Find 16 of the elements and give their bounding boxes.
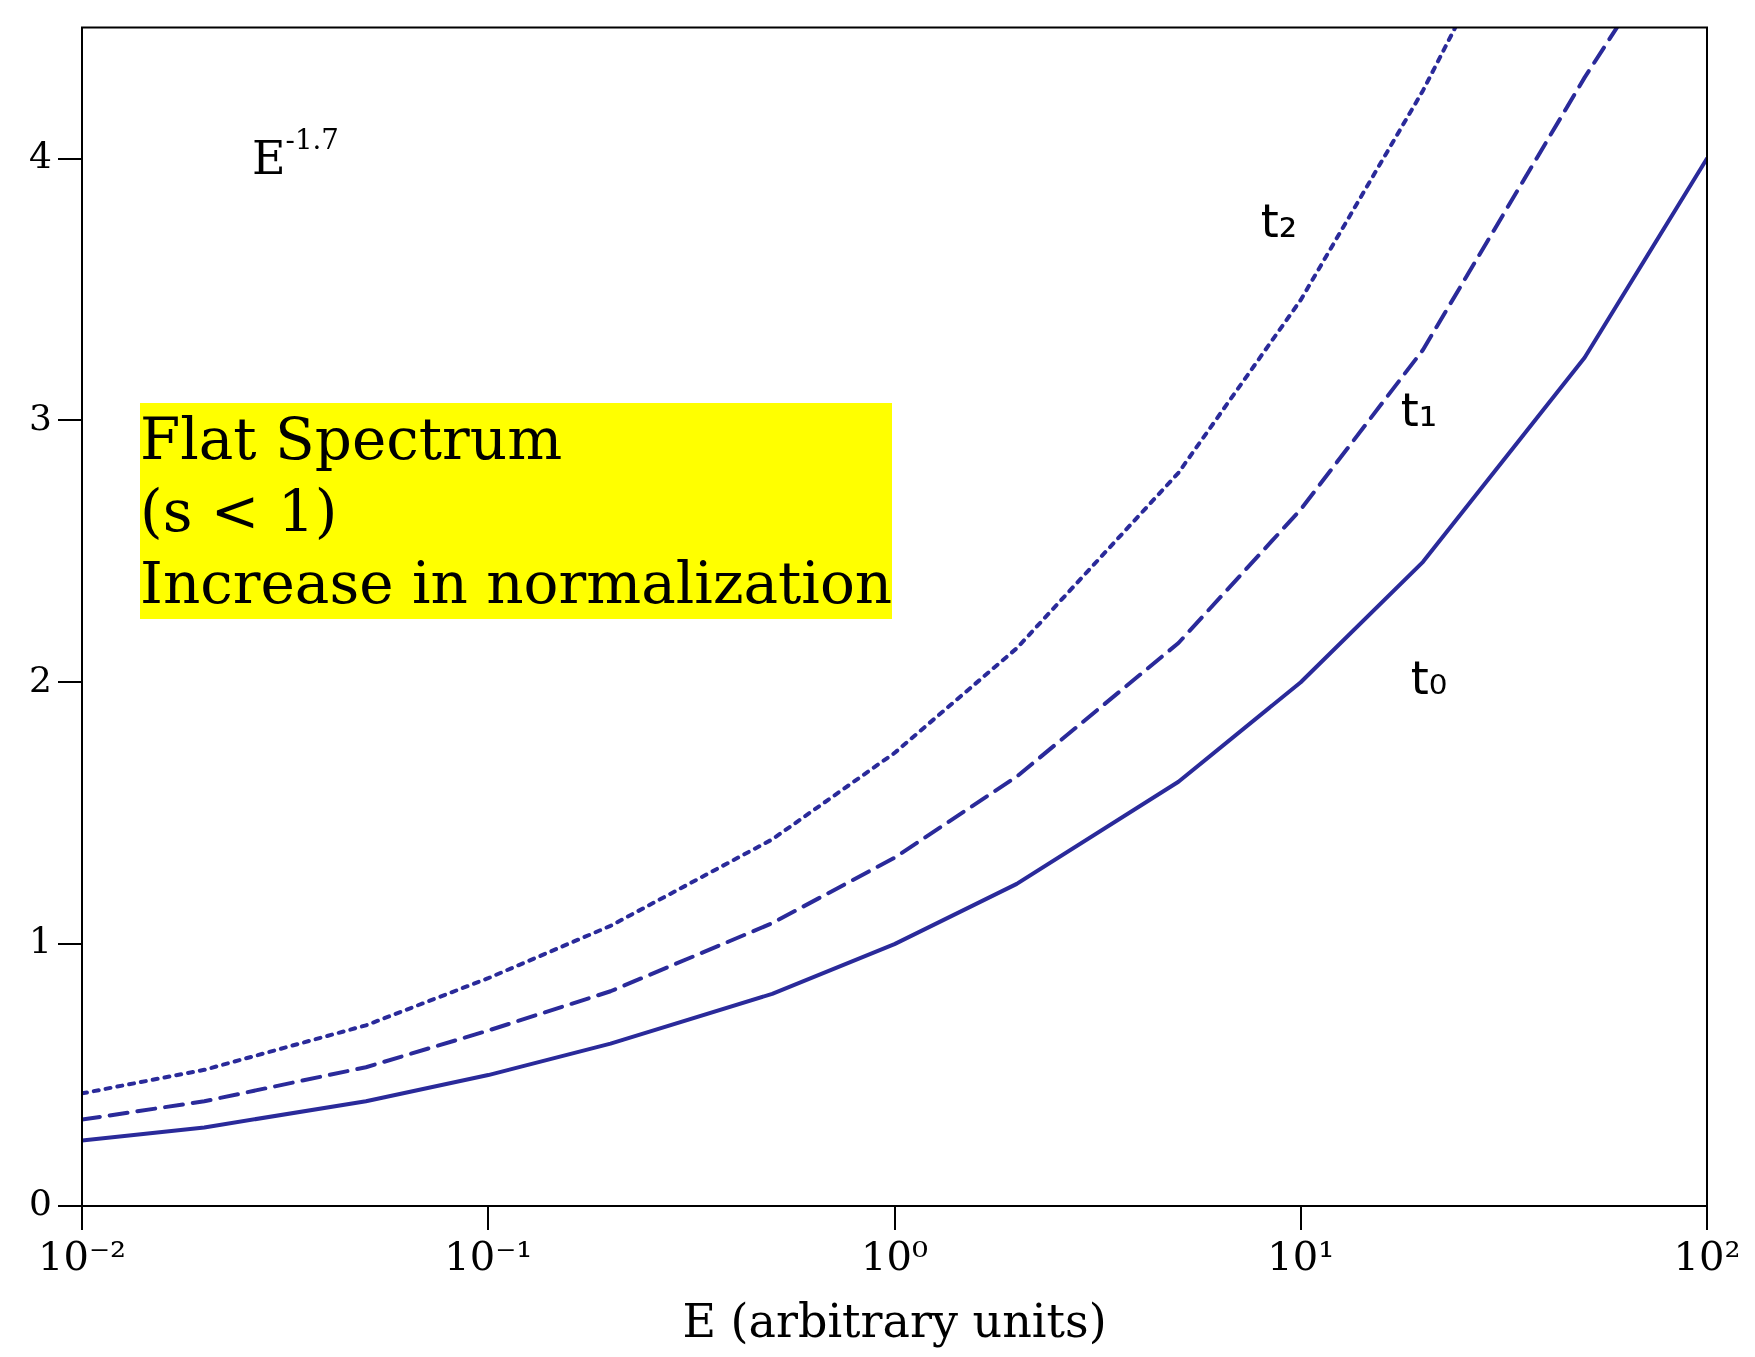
x-axis-title: E (arbitrary units) [682,1294,1107,1349]
series-label: t₁ [1400,383,1438,438]
series-label: t₀ [1410,651,1448,706]
y-tick-label: 0 [29,1182,52,1224]
annotation: E$^{-1.7}$ [252,122,339,185]
y-tick-label: 2 [29,658,52,700]
x-tick-label: 10¹ [1267,1233,1335,1280]
annotation: Flat Spectrum (s < 1) Increase in normalization [140,402,893,619]
y-tick-label: 1 [29,920,52,962]
x-tick-label: 10⁰ [861,1233,928,1280]
series-label: t₂ [1260,193,1298,248]
x-tick-label: 10² [1673,1233,1741,1280]
x-tick-label: 10⁻² [37,1233,127,1280]
y-tick-label: 4 [29,134,52,176]
x-tick-label: 10⁻¹ [444,1233,533,1280]
y-tick-label: 3 [29,396,52,438]
